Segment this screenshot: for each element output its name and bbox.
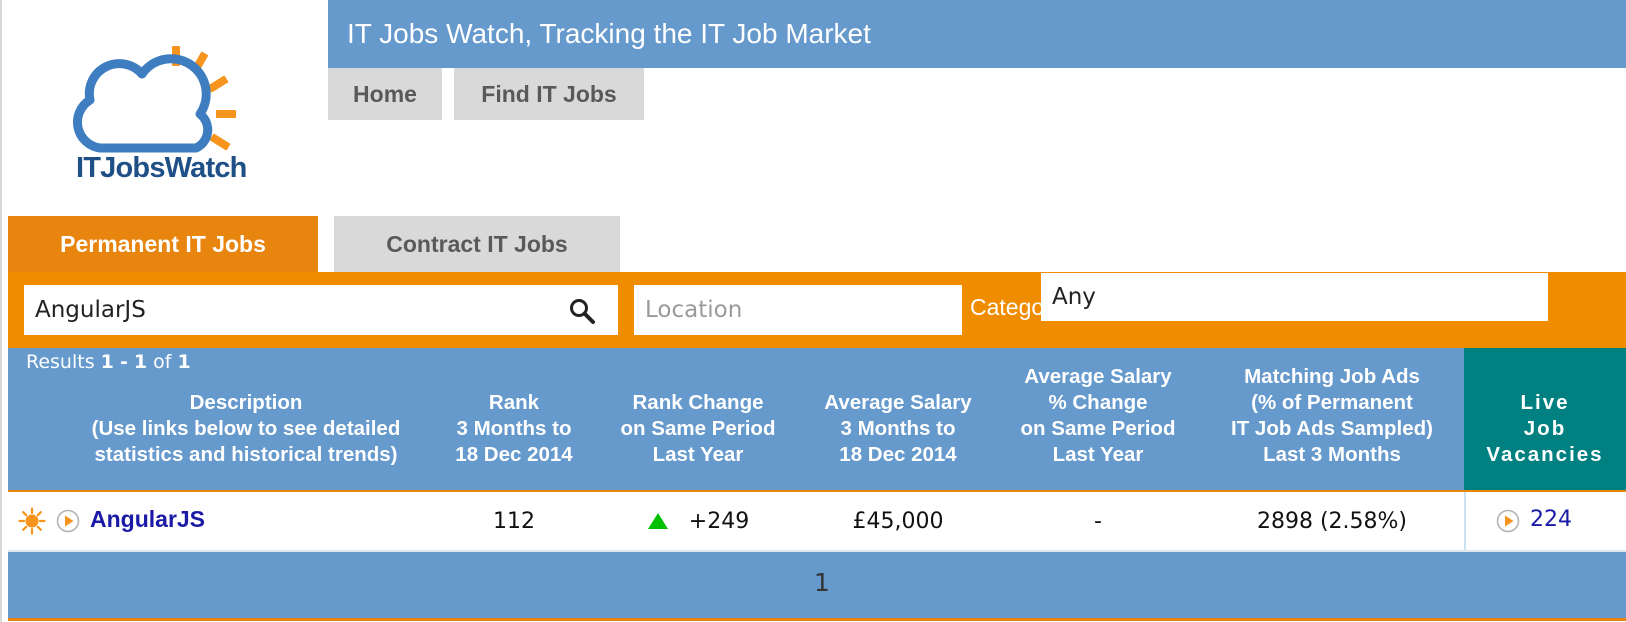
results-count: Results 1 - 1 of 1 xyxy=(26,351,191,373)
pagination: 1 xyxy=(8,552,1626,618)
page-number[interactable]: 1 xyxy=(814,568,830,597)
up-arrow-icon xyxy=(647,513,668,529)
matching-ads-cell: 2898 (2.58%) xyxy=(1256,508,1408,534)
sun-icon xyxy=(18,507,46,535)
play-icon[interactable] xyxy=(56,509,80,533)
col-salary-change-header: Average Salary % Change on Same Period L… xyxy=(1020,365,1176,466)
search-input[interactable]: AngularJS xyxy=(24,285,618,335)
tab-permanent-jobs[interactable]: Permanent IT Jobs xyxy=(8,216,318,272)
page-border xyxy=(0,0,2,622)
col-rank-header: Rank 3 Months to 18 Dec 2014 xyxy=(455,391,573,466)
table-row: AngularJS 112 +249 £45,000 - 2898 (2.58%… xyxy=(8,492,1626,552)
search-bar: AngularJS Location Category Any xyxy=(8,272,1626,348)
col-rank-change-header: Rank Change on Same Period Last Year xyxy=(620,391,776,466)
site-logo[interactable]: ITJobsWatch xyxy=(60,36,290,191)
location-input[interactable]: Location xyxy=(634,285,962,335)
salary-change-cell: - xyxy=(1094,508,1102,534)
col-live-vacancies-header: Live Job Vacancies xyxy=(1464,348,1626,490)
site-title: IT Jobs Watch, Tracking the IT Job Marke… xyxy=(347,18,871,49)
search-icon[interactable] xyxy=(568,297,596,325)
tab-contract-jobs[interactable]: Contract IT Jobs xyxy=(334,216,620,272)
bottom-divider xyxy=(8,618,1626,621)
logo-text: ITJobsWatch xyxy=(76,152,247,184)
skill-link[interactable]: AngularJS xyxy=(90,506,206,532)
header-divider xyxy=(8,490,1626,492)
play-icon[interactable] xyxy=(1496,509,1520,533)
col-average-salary-header: Average Salary 3 Months to 18 Dec 2014 xyxy=(824,391,972,466)
col-matching-ads-header: Matching Job Ads (% of Permanent IT Job … xyxy=(1231,365,1433,466)
category-select[interactable]: Any xyxy=(1041,273,1548,321)
average-salary-cell: £45,000 xyxy=(852,508,944,534)
rank-change-cell: +249 xyxy=(598,492,798,550)
nav-find-jobs-button[interactable]: Find IT Jobs xyxy=(454,68,644,120)
col-description-header: Description (Use links below to see deta… xyxy=(91,391,401,466)
live-vacancies-link[interactable]: 224 xyxy=(1530,507,1572,532)
rank-cell: 112 xyxy=(493,508,535,534)
nav-home-button[interactable]: Home xyxy=(328,68,442,120)
results-table-header: Results 1 - 1 of 1 Description (Use link… xyxy=(8,348,1464,490)
site-header: IT Jobs Watch, Tracking the IT Job Marke… xyxy=(328,0,1626,68)
live-vacancies-cell: 224 xyxy=(1464,492,1626,550)
cloud-sun-icon xyxy=(73,46,236,153)
